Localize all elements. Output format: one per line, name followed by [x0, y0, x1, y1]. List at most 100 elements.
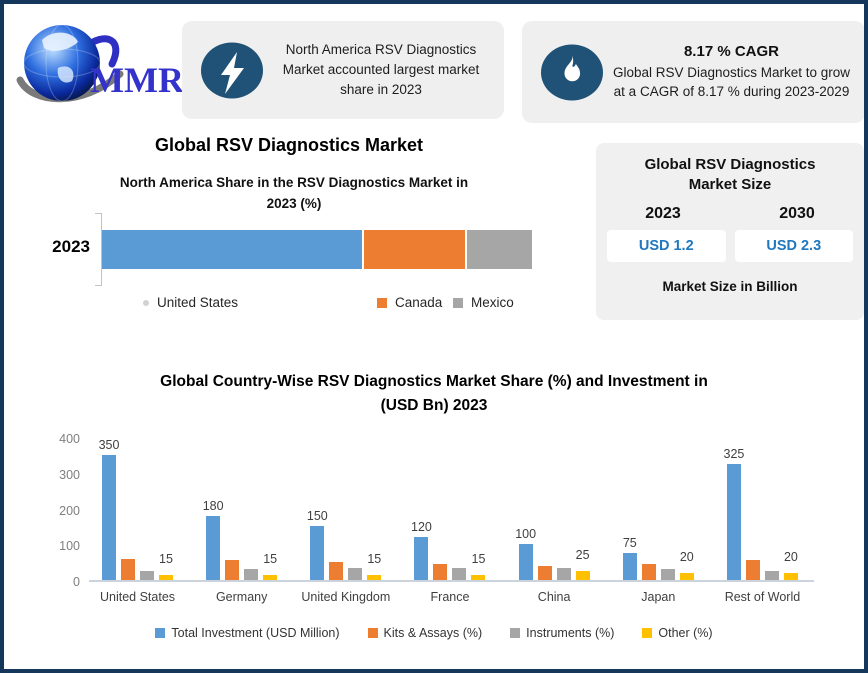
legend-swatch-icon [143, 299, 149, 306]
bar-value-label: 15 [471, 551, 486, 566]
y-tick-label: 0 [73, 575, 80, 589]
bar-kits-assays-germany [225, 560, 240, 580]
market-size-title: Global RSV Diagnostics Market Size [596, 155, 864, 196]
bar-instruments-united-states [140, 571, 154, 580]
legend-swatch-icon [367, 628, 378, 638]
y-tick-label: 100 [59, 539, 80, 554]
bar-instruments-japan [660, 569, 675, 580]
bar-other-france [471, 574, 486, 580]
grouped-chart-title-line1: Global Country-Wise RSV Diagnostics Mark… [160, 373, 708, 390]
bar-group-china: 100 25 China [515, 437, 590, 604]
legend-item-united-states: United States [143, 295, 238, 310]
mmr-logo: MMR [14, 18, 185, 110]
bar-group-united-kingdom: 150 15 United Kingdom [301, 437, 390, 604]
bar-instruments-united-kingdom [348, 567, 363, 580]
market-size-year-2030: 2030 [779, 204, 815, 222]
stacked-chart-title-line2: 2023 (%) [266, 195, 322, 211]
market-size-year-2023: 2023 [645, 204, 681, 222]
bar-total-investment-usd-million-united-kingdom [310, 526, 325, 580]
legend-swatch-icon [510, 628, 521, 638]
x-axis-label: Japan [641, 590, 676, 604]
x-axis-label: United Kingdom [301, 590, 391, 604]
bar-value-label: 15 [367, 551, 382, 566]
grouped-chart-title-line2: (USD Bn) 2023 [380, 397, 488, 415]
market-size-value-2030: USD 2.3 [734, 229, 853, 262]
legend-label: Mexico [471, 295, 514, 310]
legend-label: Instruments (%) [526, 626, 615, 640]
bar-value-label: 15 [263, 551, 278, 566]
globe-icon: MMR [16, 24, 185, 103]
legend-swatch-icon [155, 628, 166, 638]
x-axis-label: China [537, 590, 571, 604]
bar-total-investment-usd-million-china [518, 544, 533, 580]
x-axis-label: Rest of World [724, 590, 801, 604]
stacked-bar [102, 230, 532, 269]
bar-value-label: 15 [159, 551, 173, 566]
bar-kits-assays-united-states [121, 558, 135, 580]
bar-value-label: 350 [98, 437, 120, 452]
bar-value-label: 120 [411, 520, 432, 535]
bar-value-label: 20 [679, 549, 694, 564]
bar-instruments-rest-of-world [764, 571, 779, 580]
legend-item-mexico: Mexico [453, 295, 514, 310]
stacked-chart-category-label: 2023 [52, 237, 90, 256]
stacked-chart-title: North America Share in the RSV Diagnosti… [69, 173, 519, 215]
legend-label: Other (%) [658, 626, 713, 640]
x-axis-label: France [430, 590, 470, 604]
stacked-segment-united-states [102, 230, 365, 269]
bar-value-label: 150 [306, 509, 328, 524]
bar-other-germany [263, 574, 278, 580]
bar-total-investment-usd-million-france [414, 537, 429, 580]
bar-value-label: 75 [622, 536, 637, 551]
x-axis-label: United States [99, 590, 176, 604]
legend-item-kits-assays: Kits & Assays (%) [367, 626, 483, 640]
grouped-plot: 350 15 United States 180 15 Germany 150 15 Unite… [89, 437, 814, 604]
stacked-chart-plot [95, 213, 532, 286]
legend-label: United States [157, 295, 239, 310]
legend-item-instruments: Instruments (%) [510, 626, 614, 640]
bar-value-label: 325 [723, 446, 745, 461]
bar-group-japan: 75 20 Japan [622, 437, 694, 604]
legend-swatch-icon [377, 297, 387, 308]
market-size-panel: Global RSV Diagnostics Market Size 2023 … [596, 143, 864, 320]
bar-instruments-china [556, 567, 571, 580]
bar-kits-assays-rest-of-world [745, 560, 760, 580]
bar-total-investment-usd-million-japan [622, 553, 637, 580]
bar-group-united-states: 350 15 United States [99, 437, 175, 604]
y-tick-label: 400 [59, 432, 80, 446]
y-tick-label: 300 [59, 467, 80, 482]
market-size-title-line2: Market Size [688, 176, 772, 194]
bar-value-label: 100 [515, 527, 537, 542]
market-size-value-2023: USD 1.2 [607, 229, 726, 262]
grouped-chart-title: Global Country-Wise RSV Diagnostics Mark… [88, 370, 780, 418]
bar-value-label: 20 [783, 549, 798, 564]
stacked-legend: United States Canada Mexico [101, 295, 532, 315]
market-size-footnote: Market Size in Billion [662, 278, 798, 294]
bar-total-investment-usd-million-united-states [102, 454, 116, 580]
fact-card-text: North America RSV Diagnostics Market acc… [282, 41, 480, 98]
bar-instruments-germany [244, 569, 259, 580]
bar-value-label: 180 [202, 498, 224, 513]
bar-kits-assays-japan [641, 563, 656, 580]
bar-group-germany: 180 15 Germany [203, 437, 278, 604]
legend-item-canada: Canada [377, 295, 442, 310]
cagr-headline: 8.17 % CAGR [683, 42, 780, 60]
market-size-title-line1: Global RSV Diagnostics [644, 156, 816, 173]
bar-group-rest-of-world: 325 20 Rest of World [724, 437, 801, 604]
legend-label: Canada [395, 295, 443, 310]
bar-other-united-states [159, 574, 173, 580]
bar-total-investment-usd-million-germany [206, 515, 221, 580]
bar-other-rest-of-world [783, 572, 798, 580]
legend-item-total-investment-usd-million: Total Investment (USD Million) [155, 626, 340, 640]
bar-other-china [575, 571, 590, 580]
section-title-rsv-market: Global RSV Diagnostics Market [154, 135, 424, 155]
bar-other-united-kingdom [367, 574, 382, 580]
legend-label: Total Investment (USD Million) [171, 626, 340, 640]
stacked-segment-canada [364, 230, 468, 269]
fact-card-market-share: North America RSV Diagnostics Market acc… [182, 21, 504, 119]
flame-icon [541, 44, 603, 100]
legend-label: Kits & Assays (%) [383, 626, 483, 640]
bar-value-label: 25 [575, 548, 590, 563]
bottom-legend: Total Investment (USD Million) Kits & Ass… [4, 626, 864, 640]
